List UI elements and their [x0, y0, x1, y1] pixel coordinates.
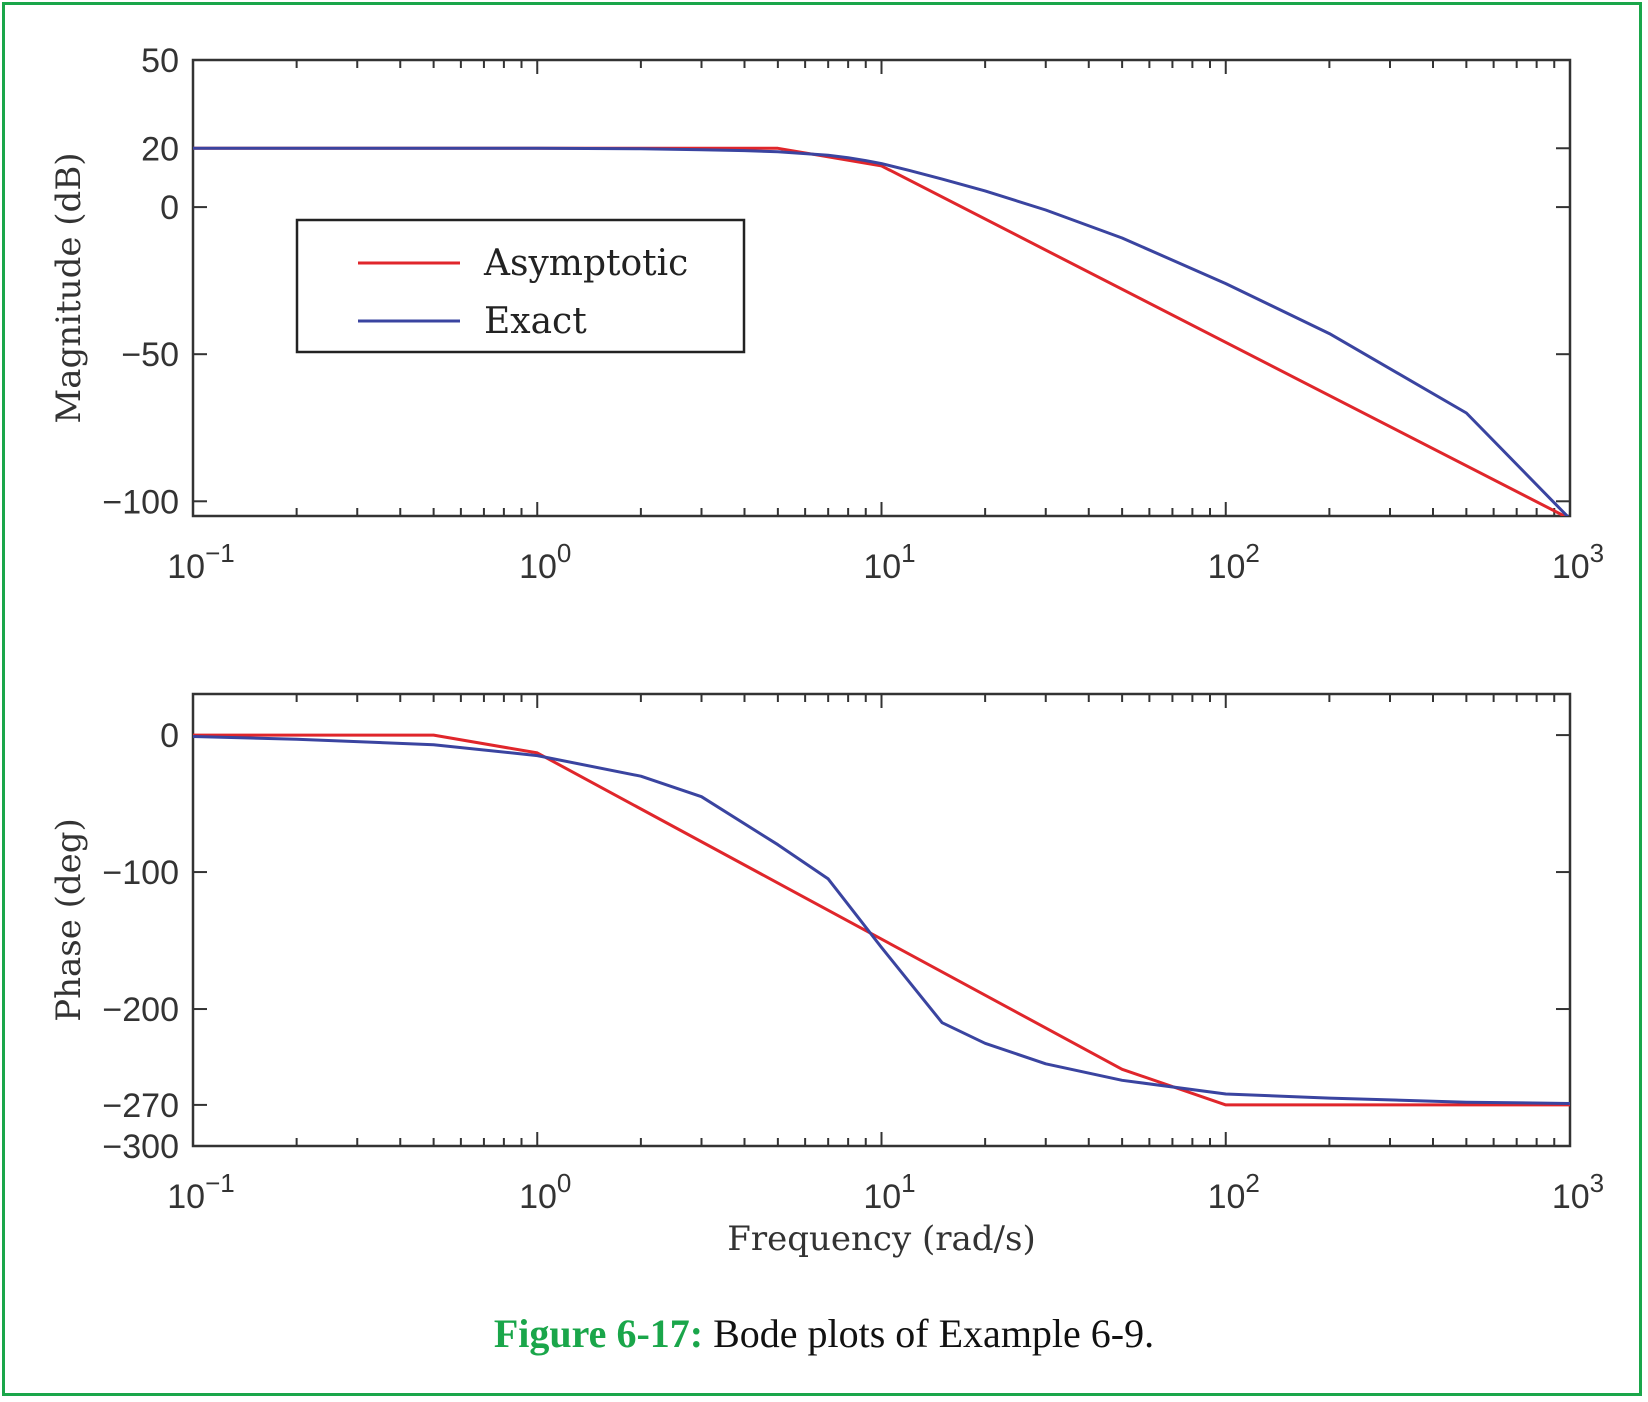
figure-caption-text: Bode plots of Example 6-9.: [703, 1311, 1155, 1356]
y-tick-label: −300: [102, 1128, 179, 1166]
x-tick-label: 10−1: [167, 538, 234, 586]
y-tick-label: 0: [160, 189, 179, 227]
x-tick-label: 100: [519, 538, 571, 586]
y-tick-label: −100: [102, 483, 179, 521]
series-line-exact: [193, 735, 1570, 1105]
x-axis-label: Frequency (rad/s): [727, 1219, 1035, 1259]
x-tick-label: 102: [1208, 1168, 1260, 1216]
x-tick-label: 102: [1208, 538, 1260, 586]
axes-box: [191, 692, 1572, 1148]
y-axis-label: Phase (deg): [49, 818, 89, 1022]
legend-label-exact: Exact: [484, 301, 587, 342]
y-tick-label: −270: [102, 1087, 179, 1125]
x-tick-label: 10−1: [167, 1168, 234, 1216]
y-tick-label: −100: [102, 854, 179, 892]
series-line-exact: [193, 146, 1570, 516]
series-line-asymptotic: [193, 733, 1570, 1107]
figure-number: Figure 6-17:: [493, 1311, 704, 1356]
x-tick-label: 103: [1552, 538, 1604, 586]
legend-box: [295, 218, 746, 354]
legend: Asymptotic Exact: [295, 218, 746, 354]
y-tick-label: −50: [121, 336, 179, 374]
x-tick-label: 101: [863, 538, 915, 586]
x-tick-label: 101: [863, 1168, 915, 1216]
y-axis-label: Magnitude (dB): [49, 152, 89, 423]
magnitude-plot: 50 20 0 −50 −100 10−1 100 101 102 103 Magnitude (d…: [49, 42, 1604, 586]
y-tick-label: 50: [141, 42, 179, 80]
x-tick-label: 103: [1552, 1168, 1604, 1216]
y-tick-label: 20: [141, 130, 179, 168]
figure-caption: Figure 6-17: Bode plots of Example 6-9.: [0, 1310, 1648, 1357]
y-tick-label: 0: [160, 717, 179, 755]
y-tick-label: −200: [102, 991, 179, 1029]
x-tick-label: 100: [519, 1168, 571, 1216]
legend-label-asymptotic: Asymptotic: [483, 243, 688, 284]
